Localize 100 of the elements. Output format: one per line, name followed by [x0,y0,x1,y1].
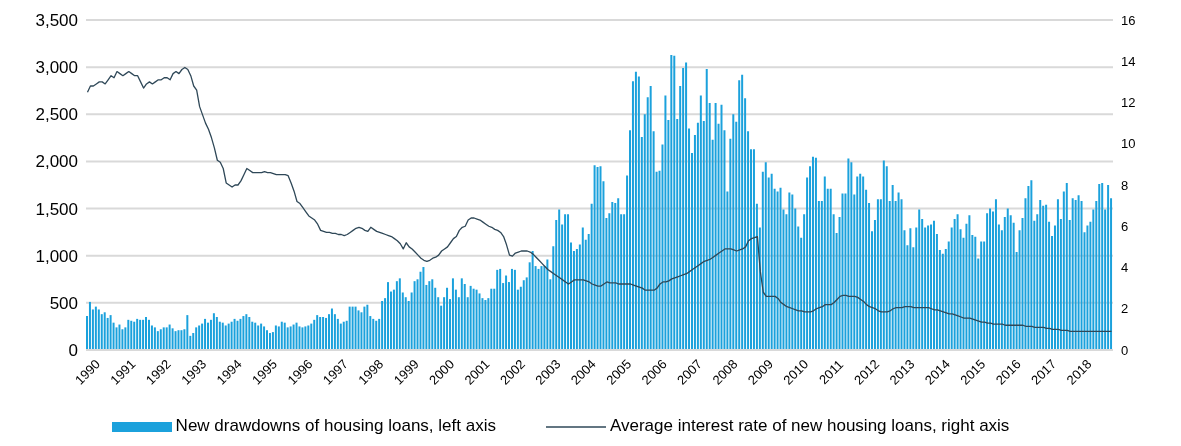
bar [811,156,814,350]
bar [325,317,328,350]
bar [953,218,956,350]
bar [558,209,561,350]
bar [221,322,224,350]
bar [649,86,652,350]
bar [989,208,992,350]
bar [280,321,283,350]
bar [109,315,112,350]
bar [611,201,614,350]
bar [286,327,289,350]
bar [177,330,180,350]
bar [581,227,584,350]
bar [313,319,316,350]
bar [103,312,106,350]
bar [779,187,782,350]
bar [263,326,266,350]
line-series [86,66,1113,333]
bar [133,321,136,350]
bar [130,320,133,350]
bar [162,327,165,350]
bar [242,316,245,350]
bar [1065,183,1068,350]
bar [413,281,416,350]
bar [823,176,826,350]
bar [94,306,97,350]
bar [1006,208,1009,350]
bar [829,188,832,350]
bar [395,281,398,350]
bar [850,162,853,350]
y-tick-label: 2,000 [35,152,78,172]
bar [316,315,319,350]
bar [1039,200,1042,350]
bar [381,300,384,350]
bar [260,323,263,350]
bar [614,202,617,350]
bar [118,324,121,350]
bar [366,304,369,350]
y-tick-label: 2,500 [35,105,78,125]
bar [298,326,301,350]
y-tick-label: 1,000 [35,246,78,266]
y2-tick-label: 2 [1121,301,1129,317]
bar [159,329,162,350]
bar [1101,183,1104,350]
bar [531,251,534,350]
bar [673,55,676,350]
bar [419,271,422,350]
bar [505,275,508,350]
bar [1056,199,1059,350]
bar [336,318,339,350]
bar [720,104,723,350]
y-tick-label: 500 [49,293,78,313]
bar [1077,195,1080,350]
bar [156,331,159,350]
bar [732,114,735,350]
bar [994,199,997,350]
bar [741,74,744,350]
bar [941,253,944,350]
bar [142,319,145,350]
bar [484,300,487,350]
bar [136,318,139,350]
bar [1107,185,1110,350]
bar [862,176,865,350]
bar [372,318,375,350]
bar [897,192,900,350]
bar [770,173,773,350]
bar [319,317,322,350]
bar [847,158,850,350]
bar [295,322,298,350]
bar [257,325,260,350]
y2-tick-label: 4 [1121,260,1129,276]
bar [180,330,183,350]
bar [266,330,269,350]
bar [153,327,156,350]
bar [974,236,977,350]
bar [909,228,912,350]
bar [339,323,342,350]
bar [127,319,130,350]
bar [986,213,989,350]
bar [968,215,971,350]
bar [537,268,540,350]
bar [513,269,516,350]
y2-tick-label: 10 [1121,136,1136,152]
bar [841,193,844,350]
bar [428,281,431,350]
bar [215,317,218,350]
bar [289,326,292,350]
y2-tick-label: 12 [1121,95,1136,111]
bar [277,326,280,350]
bar [980,241,983,350]
bar [475,289,478,350]
bar [546,259,549,350]
bar [207,322,209,350]
bar [617,198,620,350]
bar [121,329,124,350]
bar [499,268,502,350]
bar [859,173,862,350]
y2-tick-label: 0 [1121,342,1129,358]
bar [301,327,304,350]
bar [1098,184,1101,350]
